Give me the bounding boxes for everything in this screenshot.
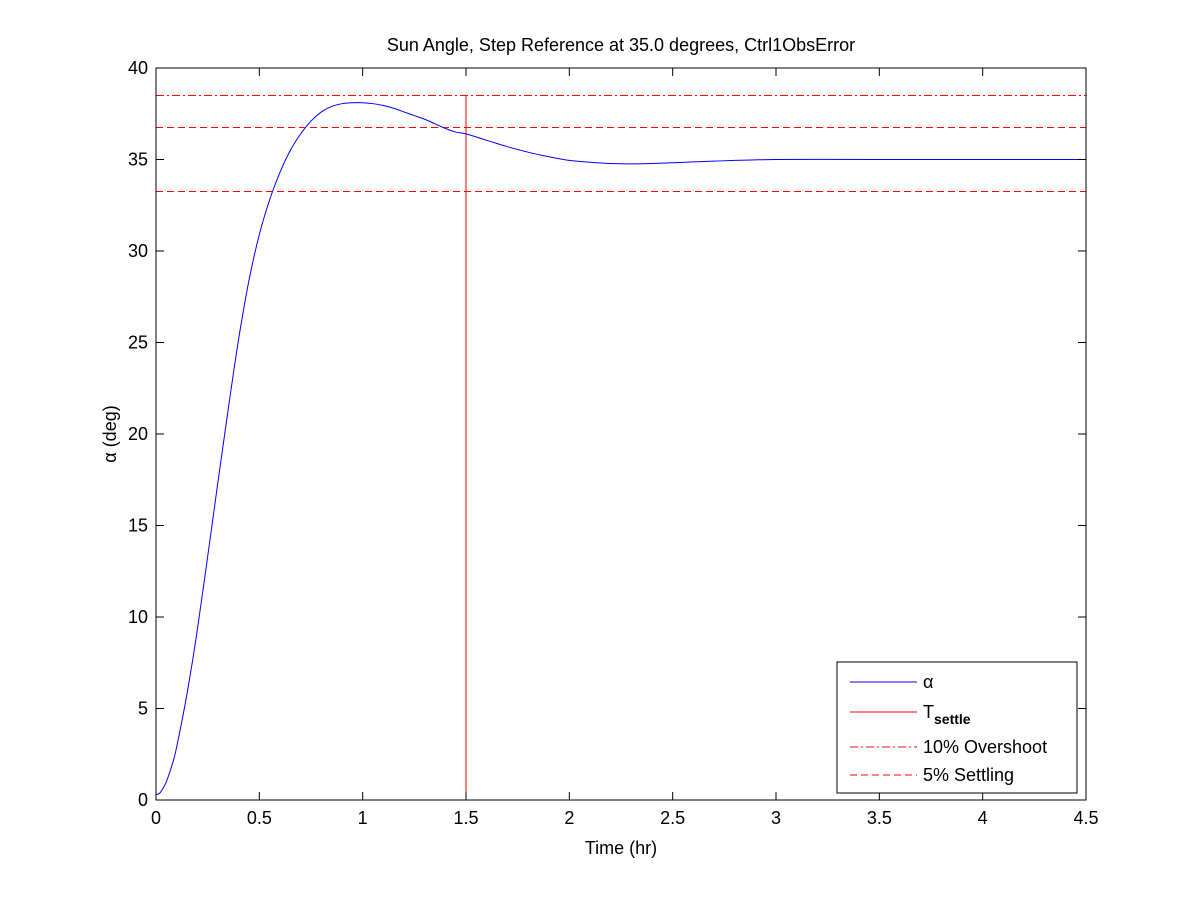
y-axis-label: α (deg) — [100, 405, 120, 462]
legend-label: Tsettle — [923, 702, 971, 727]
x-axis-label: Time (hr) — [585, 838, 657, 858]
y-tick-label: 15 — [128, 516, 148, 536]
x-tick-label: 3.5 — [867, 808, 892, 828]
y-tick-label: 0 — [138, 790, 148, 810]
y-tick-label: 10 — [128, 607, 148, 627]
y-tick-label: 25 — [128, 333, 148, 353]
x-axis-ticks: 0 0.5 1 1.5 2 2.5 3 3.5 4 4.5 — [151, 68, 1099, 828]
series-layer — [155, 102, 1086, 795]
y-tick-label: 35 — [128, 150, 148, 170]
y-tick-label: 40 — [128, 58, 148, 78]
chart-title: Sun Angle, Step Reference at 35.0 degree… — [387, 35, 855, 55]
x-tick-label: 0.5 — [247, 808, 272, 828]
x-tick-label: 1 — [358, 808, 368, 828]
y-tick-label: 30 — [128, 241, 148, 261]
legend-label: 10% Overshoot — [923, 737, 1047, 757]
legend-label: α — [923, 672, 933, 692]
x-tick-label: 4.5 — [1073, 808, 1098, 828]
y-tick-label: 5 — [138, 699, 148, 719]
y-axis-ticks: 0 5 10 15 20 25 30 35 40 — [128, 58, 1086, 810]
x-tick-label: 0 — [151, 808, 161, 828]
legend-box — [836, 661, 1078, 794]
reference-lines — [156, 94, 1086, 800]
y-tick-label: 20 — [128, 424, 148, 444]
x-tick-label: 2.5 — [660, 808, 685, 828]
legend: α Tsettle 10% Overshoot 5% Settling — [836, 661, 1078, 794]
x-tick-label: 3 — [771, 808, 781, 828]
x-tick-label: 4 — [978, 808, 988, 828]
legend-label: 5% Settling — [923, 765, 1014, 785]
x-tick-label: 1.5 — [453, 808, 478, 828]
alpha-series-line — [155, 102, 1086, 795]
x-tick-label: 2 — [564, 808, 574, 828]
